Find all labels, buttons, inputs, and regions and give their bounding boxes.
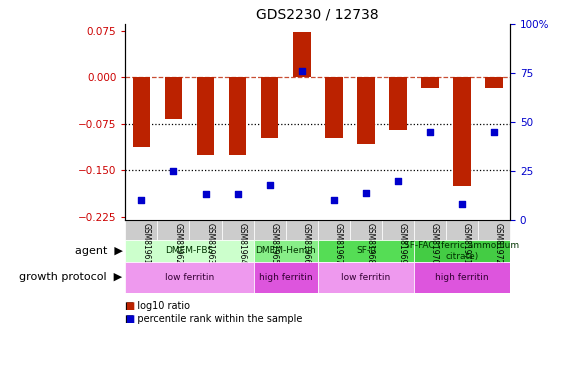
Bar (382, 220, 414, 240)
Bar (453, 77, 471, 186)
Bar (414, 240, 510, 262)
Point (329, 197, 338, 203)
Text: GSM81968: GSM81968 (366, 223, 375, 264)
Bar (478, 220, 510, 240)
Text: GSM81971: GSM81971 (462, 223, 471, 264)
Text: ■ log10 ratio: ■ log10 ratio (125, 301, 190, 311)
Bar (446, 220, 478, 240)
Text: ■: ■ (125, 314, 135, 324)
Point (489, 129, 498, 135)
Bar (414, 262, 510, 292)
Bar (414, 220, 446, 240)
Bar (421, 77, 439, 88)
Point (457, 201, 466, 207)
Text: ■: ■ (125, 301, 135, 311)
Text: GSM81963: GSM81963 (205, 223, 215, 264)
Bar (485, 77, 503, 88)
Bar (318, 220, 350, 240)
Bar (125, 262, 254, 292)
Text: DMEM-FBS: DMEM-FBS (166, 246, 213, 255)
Bar (350, 220, 382, 240)
Bar (389, 77, 407, 130)
Point (361, 189, 371, 195)
Text: GSM81967: GSM81967 (333, 223, 343, 264)
Bar (222, 220, 254, 240)
Text: GSM81961: GSM81961 (141, 223, 150, 264)
Text: GSM81966: GSM81966 (302, 223, 311, 264)
Point (425, 129, 434, 135)
Text: GSM81964: GSM81964 (238, 223, 247, 264)
Bar (357, 77, 375, 144)
Bar (318, 240, 414, 262)
Bar (229, 77, 247, 155)
Point (201, 192, 210, 198)
Bar (189, 220, 222, 240)
Text: agent  ▶: agent ▶ (75, 246, 122, 256)
Bar (125, 220, 157, 240)
Point (297, 68, 307, 74)
Bar (261, 77, 279, 138)
Text: SF-FAC (ferric ammonium
citrate): SF-FAC (ferric ammonium citrate) (405, 241, 519, 261)
Bar (125, 240, 254, 262)
Title: GDS2230 / 12738: GDS2230 / 12738 (257, 8, 379, 22)
Text: GSM81970: GSM81970 (430, 223, 439, 264)
Bar (157, 220, 189, 240)
Bar (254, 220, 286, 240)
Text: ■ percentile rank within the sample: ■ percentile rank within the sample (125, 314, 303, 324)
Bar (318, 262, 414, 292)
Point (136, 197, 146, 203)
Bar (325, 77, 343, 138)
Text: high ferritin: high ferritin (436, 273, 489, 282)
Bar (254, 240, 318, 262)
Bar (286, 220, 318, 240)
Text: GSM81969: GSM81969 (398, 223, 407, 264)
Text: DMEM-Hemin: DMEM-Hemin (255, 246, 316, 255)
Text: GSM81965: GSM81965 (269, 223, 279, 264)
Text: low ferritin: low ferritin (165, 273, 214, 282)
Text: SF-0: SF-0 (356, 246, 376, 255)
Bar (254, 262, 318, 292)
Text: GSM81972: GSM81972 (494, 223, 503, 264)
Point (393, 178, 402, 184)
Text: high ferritin: high ferritin (259, 273, 312, 282)
Text: growth protocol  ▶: growth protocol ▶ (19, 272, 122, 282)
Bar (196, 77, 215, 155)
Text: GSM81962: GSM81962 (174, 223, 182, 264)
Bar (164, 77, 182, 119)
Point (233, 192, 243, 198)
Bar (132, 77, 150, 147)
Point (169, 168, 178, 174)
Text: low ferritin: low ferritin (341, 273, 391, 282)
Point (265, 182, 274, 188)
Bar (293, 32, 311, 77)
